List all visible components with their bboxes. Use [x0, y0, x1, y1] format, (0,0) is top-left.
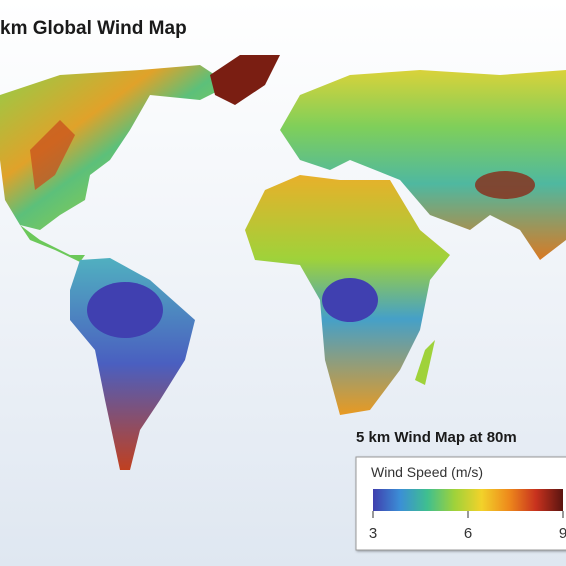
tick-label: 6	[464, 525, 472, 542]
north-america	[0, 65, 230, 230]
tick-label: 9	[559, 525, 566, 542]
greenland	[210, 55, 280, 105]
colorbar	[373, 489, 563, 511]
legend-title: 5 km Wind Map at 80m	[356, 429, 517, 446]
congo	[322, 278, 378, 322]
map	[0, 55, 566, 470]
colorbar-ticks: 3 6 9	[369, 511, 566, 542]
eurasia	[280, 70, 566, 260]
amazon	[87, 282, 163, 338]
tibet	[475, 171, 535, 199]
great-plains	[30, 120, 75, 190]
map-title: km Global Wind Map	[0, 18, 187, 39]
legend-label: Wind Speed (m/s)	[371, 464, 483, 480]
central-america	[20, 225, 85, 262]
madagascar	[415, 340, 435, 385]
tick-label: 3	[369, 525, 377, 542]
